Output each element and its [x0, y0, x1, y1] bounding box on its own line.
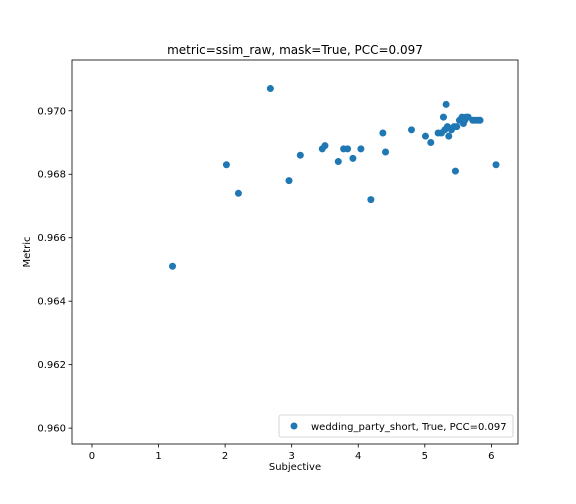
data-point: [453, 123, 461, 131]
x-tick-label: 6: [488, 451, 494, 462]
data-point: [421, 132, 429, 140]
legend-label: wedding_party_short, True, PCC=0.097: [311, 422, 507, 433]
y-tick-label: 0.968: [37, 170, 66, 181]
data-point: [285, 177, 293, 185]
x-axis-ticks: 0 1 2 3 4 5 6: [89, 444, 495, 462]
data-point: [427, 139, 435, 147]
y-tick-label: 0.960: [37, 424, 66, 435]
data-point: [357, 145, 365, 153]
data-point: [344, 145, 352, 153]
data-point: [439, 113, 447, 121]
data-point: [407, 126, 415, 134]
legend-box: [278, 414, 514, 438]
data-points: [169, 85, 500, 270]
data-point: [476, 116, 484, 124]
x-tick-label: 2: [222, 451, 228, 462]
data-point: [382, 148, 390, 156]
y-axis-label: Metric: [22, 236, 33, 267]
y-tick-label: 0.964: [37, 297, 66, 308]
data-point: [349, 154, 357, 162]
x-tick-label: 0: [89, 451, 95, 462]
data-point: [222, 161, 230, 169]
data-point: [296, 151, 304, 159]
x-tick-label: 1: [155, 451, 161, 462]
data-point: [321, 142, 329, 150]
data-point: [234, 189, 242, 197]
data-point: [442, 100, 450, 108]
y-tick-label: 0.962: [37, 360, 66, 371]
plot-area: [72, 60, 518, 444]
y-tick-label: 0.970: [37, 106, 66, 117]
data-point: [367, 196, 375, 204]
data-point: [266, 85, 274, 93]
data-point: [451, 167, 459, 175]
data-point: [445, 132, 453, 140]
data-point: [169, 262, 177, 270]
data-point: [492, 161, 500, 169]
chart-title: metric=ssim_raw, mask=True, PCC=0.097: [167, 43, 423, 57]
y-tick-label: 0.966: [37, 233, 66, 244]
legend: wedding_party_short, True, PCC=0.097: [278, 414, 514, 438]
data-point: [334, 158, 342, 166]
y-axis-ticks: 0.960 0.962 0.964 0.966 0.968 0.970: [37, 106, 72, 435]
legend-marker: [290, 422, 298, 430]
x-axis-label: Subjective: [269, 462, 321, 473]
x-tick-label: 5: [422, 451, 428, 462]
data-point: [379, 129, 387, 137]
x-tick-label: 3: [288, 451, 294, 462]
x-tick-label: 4: [355, 451, 361, 462]
plot-frame: [71, 59, 519, 445]
